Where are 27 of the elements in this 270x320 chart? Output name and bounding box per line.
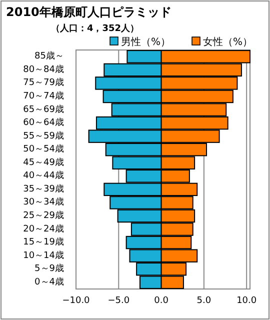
y-tick-label: 0～4歳: [34, 276, 64, 288]
y-tick-label: 60～64歳: [23, 117, 64, 128]
chart-subtitle: （人口：4，352人）: [50, 23, 140, 34]
x-tick-label: −10.0: [62, 296, 90, 306]
y-tick-label: 45～49歳: [23, 156, 64, 168]
y-tick-label: 80～84歳: [23, 64, 64, 75]
y-tick-label: 75～79歳: [23, 77, 64, 88]
legend-label: 男性（%）: [121, 36, 171, 48]
y-tick-label: 25～29歳: [23, 210, 64, 221]
legend-label: 女性（%）: [203, 36, 253, 48]
y-tick-label: 50～54歳: [23, 144, 64, 155]
y-tick-label: 30～34歳: [23, 196, 64, 208]
y-tick-label: 20～24歳: [23, 223, 64, 234]
y-tick-label: 40～44歳: [23, 170, 64, 182]
y-tick-label: 55～59歳: [23, 130, 64, 142]
y-tick-label: 85歳～: [34, 50, 64, 62]
x-tick-label: 10.0: [236, 296, 257, 306]
chart-title: 2010年橋原町人口ピラミッド: [6, 5, 172, 19]
y-tick-label: 70～74歳: [23, 90, 64, 102]
x-tick-label: 0.0: [154, 296, 169, 306]
y-tick-label: 65～69歳: [23, 104, 64, 115]
y-tick-label: 35～39歳: [23, 183, 64, 194]
x-tick-label: −5.0: [108, 296, 130, 306]
y-tick-label: 15～19歳: [23, 236, 64, 248]
y-tick-label: 10～14歳: [23, 250, 64, 261]
y-tick-label: 5～9歳: [34, 263, 64, 274]
x-tick-label: 5.0: [196, 296, 212, 306]
